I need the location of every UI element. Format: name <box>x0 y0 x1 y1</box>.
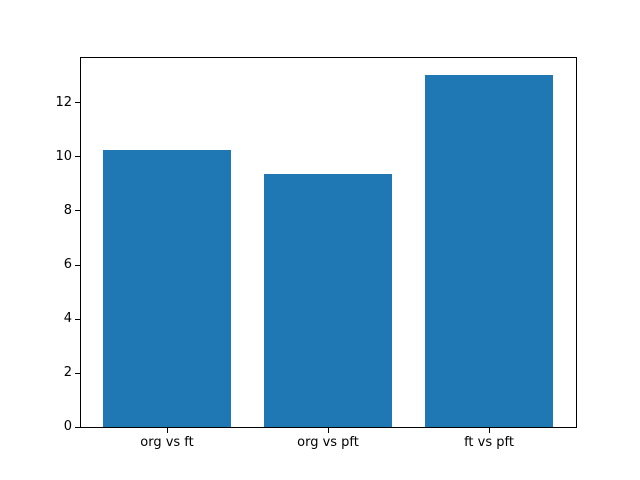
y-tick-label: 2 <box>63 365 72 381</box>
bar-ft-vs-pft <box>424 75 554 428</box>
y-tick-label: 12 <box>55 94 72 110</box>
x-tick-mark <box>327 428 329 434</box>
x-tick-mark <box>166 428 168 434</box>
y-tick-label: 6 <box>63 257 72 272</box>
y-tick-mark <box>75 318 80 320</box>
bar-org-vs-ft <box>102 149 232 428</box>
y-tick-mark <box>75 372 80 374</box>
y-tick-label: 8 <box>63 202 72 218</box>
y-tick-mark <box>75 210 80 212</box>
x-tick-mark <box>488 428 490 434</box>
x-tick-label: org vs ft <box>140 435 194 451</box>
y-tick-mark <box>75 156 80 158</box>
y-tick-mark <box>75 426 80 428</box>
x-tick-label: ft vs pft <box>464 435 514 451</box>
x-tick-label: org vs pft <box>297 435 359 451</box>
y-tick-label: 4 <box>63 311 72 327</box>
bar-org-vs-pft <box>263 173 393 428</box>
y-tick-mark <box>75 102 80 104</box>
y-tick-label: 0 <box>63 419 72 435</box>
y-tick-mark <box>75 264 80 266</box>
y-tick-label: 10 <box>55 148 72 164</box>
